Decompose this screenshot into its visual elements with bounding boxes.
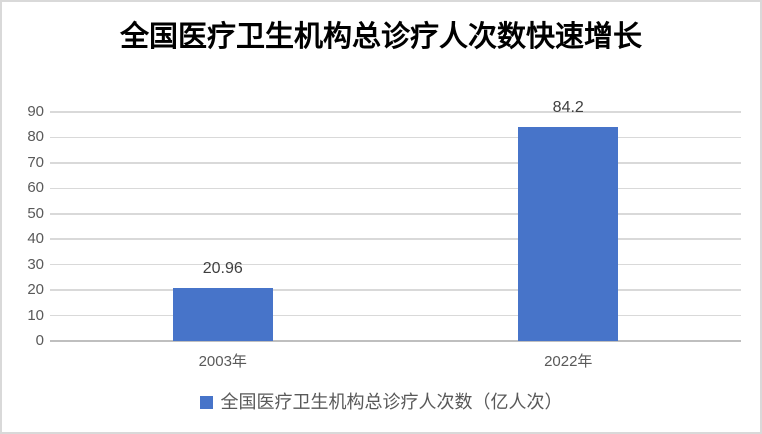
gridline [50,213,741,215]
y-axis: 0 10 20 30 40 50 60 70 80 90 [2,103,44,349]
chart-title: 全国医疗卫生机构总诊疗人次数快速增长 [119,21,642,53]
gridline [50,187,741,190]
gridline [50,238,741,240]
y-tick-label: 70 [27,153,44,171]
gridline [50,111,741,113]
x-axis: 2003年 2022年 [50,352,741,374]
bar-value-label: 84.2 [552,98,584,116]
plot-area: 20.96 84.2 [50,99,741,342]
y-tick-label: 40 [27,230,44,248]
x-tick-label: 2022年 [544,353,593,370]
bar [172,287,273,341]
bar-value-label: 20.96 [202,259,243,277]
y-tick-label: 50 [27,204,44,222]
legend-label: 全国医疗卫生机构总诊疗人次数（亿人次） [220,392,563,412]
bar [518,126,619,341]
y-tick-label: 30 [27,255,44,273]
gridline [50,136,741,139]
x-axis-line [50,340,741,342]
y-tick-label: 10 [27,306,44,324]
gridline [50,263,741,266]
x-tick-label: 2003年 [198,353,247,370]
y-tick-label: 90 [27,103,44,120]
legend: 全国医疗卫生机构总诊疗人次数（亿人次） [2,392,760,412]
y-tick-label: 80 [27,128,44,146]
y-tick-label: 20 [27,281,44,299]
gridline [50,162,741,164]
y-tick-label: 60 [27,179,44,197]
gridline [50,289,741,291]
y-tick-label: 0 [35,332,44,349]
legend-swatch-icon [199,395,213,409]
gridline [50,314,741,317]
